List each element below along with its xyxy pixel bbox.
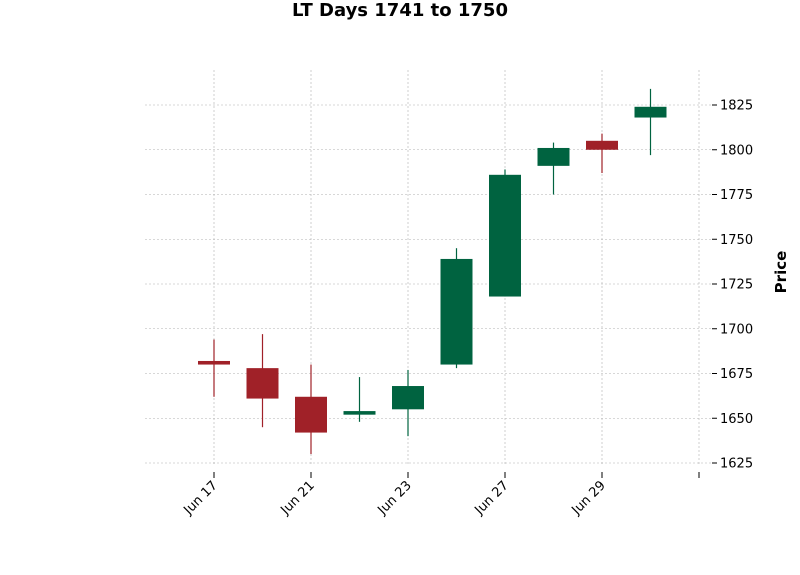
candle <box>198 339 230 397</box>
y-tick-label: 1700 <box>720 322 753 337</box>
x-tick-label: Jun 27 <box>472 478 512 518</box>
candle-body <box>586 140 618 150</box>
y-tick-label: 1825 <box>720 99 753 114</box>
candle <box>440 248 473 369</box>
x-tick-label: Jun 21 <box>278 478 318 518</box>
grid <box>145 70 712 466</box>
candle <box>295 364 327 455</box>
candle-body <box>392 386 424 410</box>
y-tick-label: 1650 <box>720 412 753 427</box>
y-tick-label: 1625 <box>720 457 753 472</box>
candle-body <box>634 106 667 118</box>
x-tick-label: Jun 29 <box>569 478 609 518</box>
y-tick-label: 1800 <box>720 143 753 158</box>
x-tick-label: Jun 23 <box>375 478 415 518</box>
candle <box>489 169 521 297</box>
axes: Jun 17 Jun 21 Jun 23 Jun 27 Jun 29 1625 1650 16… <box>181 99 790 519</box>
candle <box>537 142 570 195</box>
candle-body <box>440 258 473 365</box>
candle <box>246 334 279 428</box>
candles <box>198 88 667 455</box>
candle <box>343 377 376 422</box>
y-axis-label: Price <box>772 251 790 294</box>
y-tick-label: 1750 <box>720 233 753 248</box>
candle-body <box>343 411 376 415</box>
y-tick-label: 1675 <box>720 367 753 382</box>
candle <box>392 369 424 437</box>
candle <box>634 88 667 156</box>
x-tick-label: Jun 17 <box>181 478 221 518</box>
candle-body <box>537 147 570 166</box>
candle-body <box>489 174 521 297</box>
y-tick-label: 1775 <box>720 188 753 203</box>
candle-body <box>246 368 279 399</box>
y-tick-label: 1725 <box>720 278 753 293</box>
candle-body <box>295 396 327 433</box>
candle <box>586 133 618 174</box>
candle-body <box>198 360 230 365</box>
chart-title: LT Days 1741 to 1750 <box>292 0 508 21</box>
